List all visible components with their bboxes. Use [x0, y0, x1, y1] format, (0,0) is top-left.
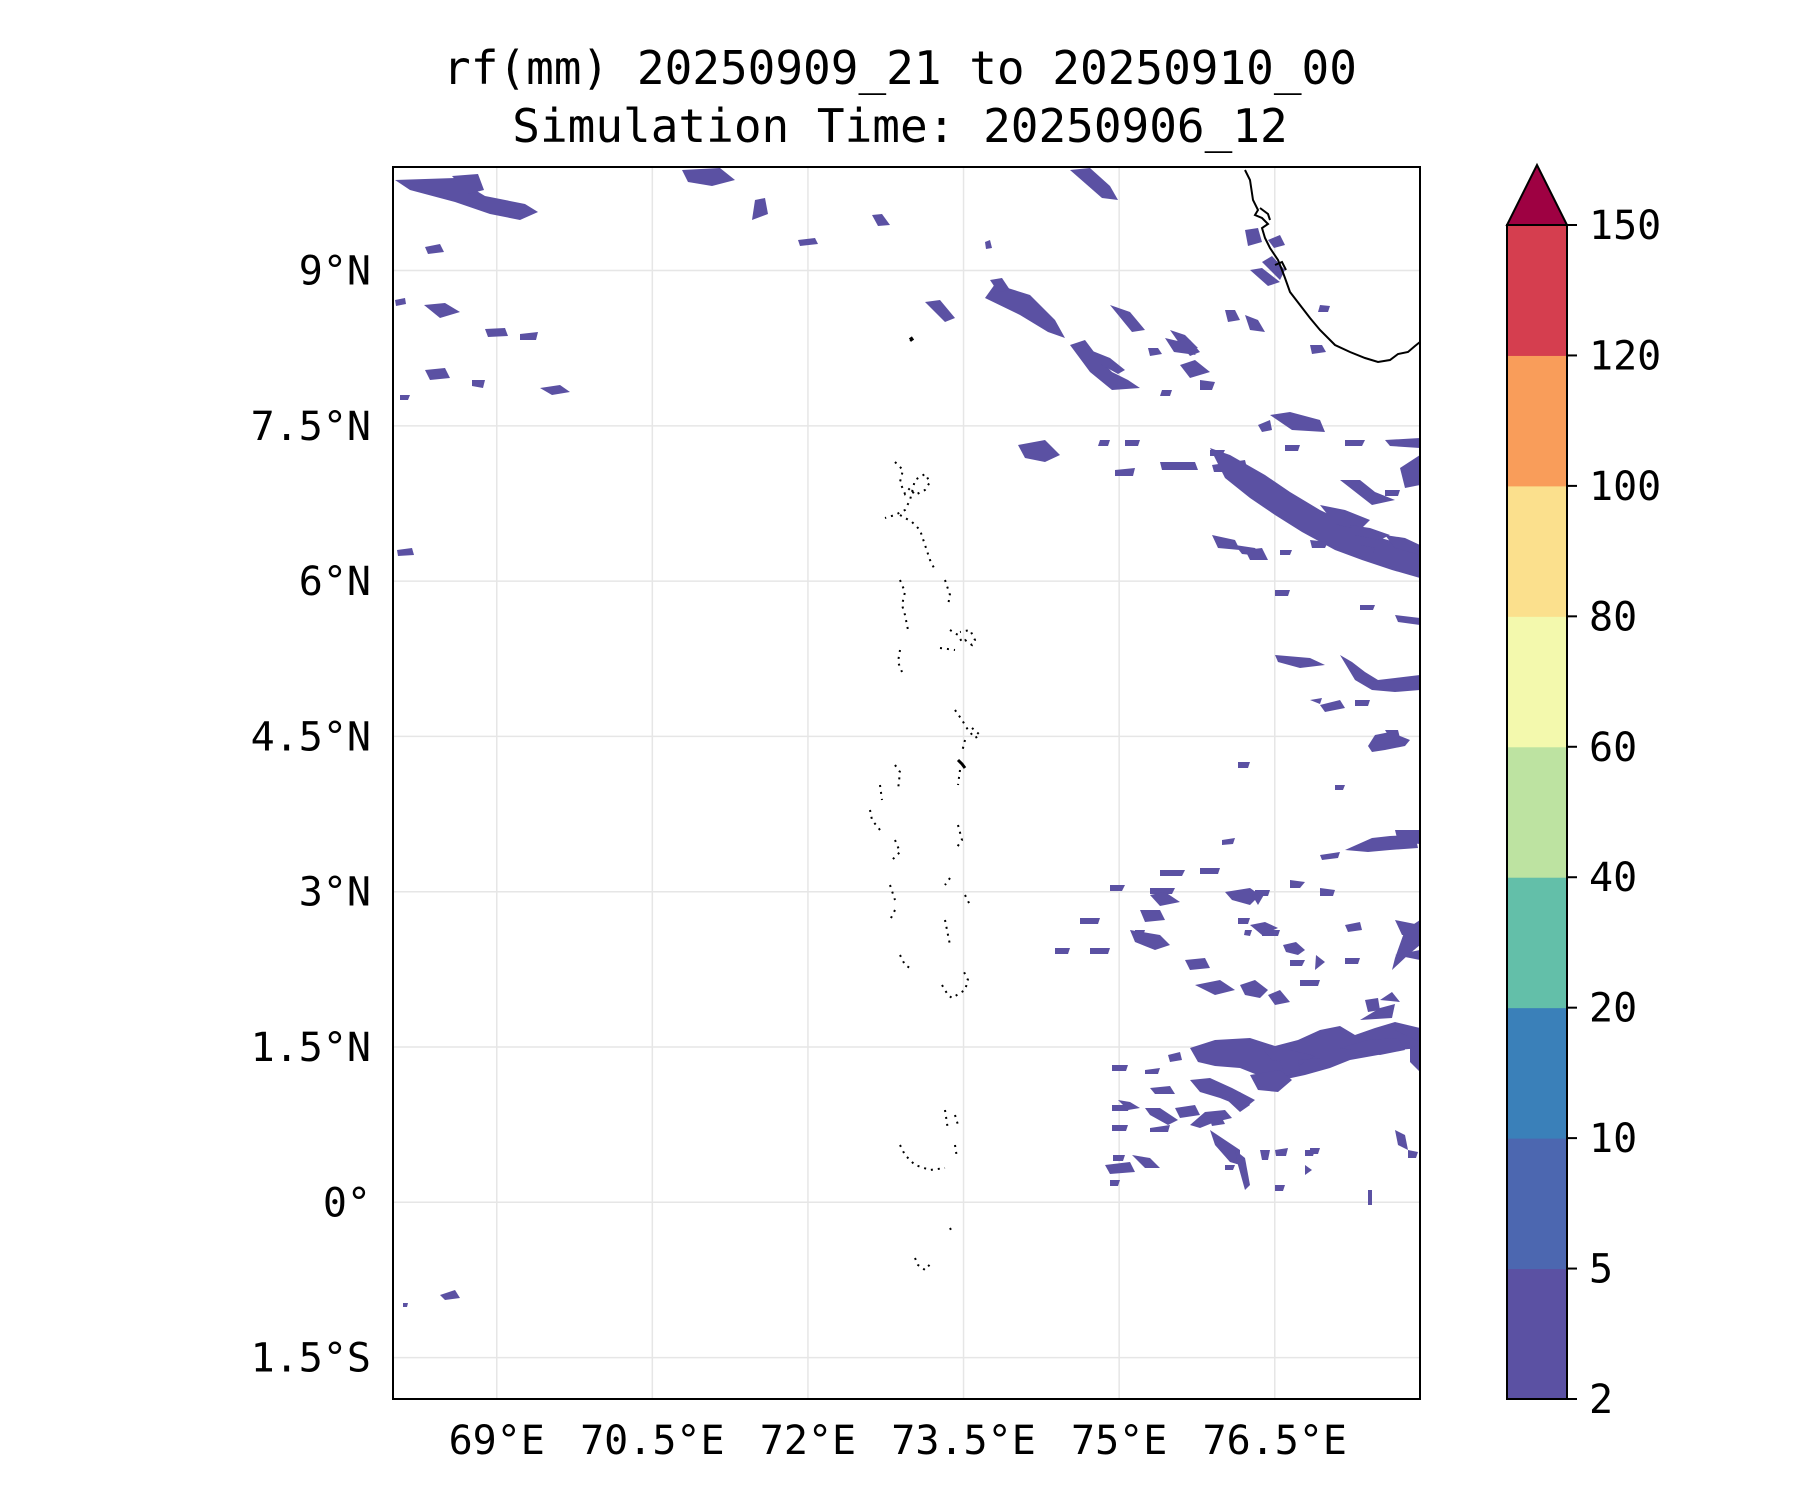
colorbar-label: 60 [1589, 725, 1637, 771]
colorbar-segment [1507, 1268, 1567, 1400]
map-frame [392, 166, 1421, 1400]
colorbar-segment [1507, 1007, 1567, 1139]
colorbar-segment [1507, 877, 1567, 1009]
map-title: rf(mm) 20250909_21 to 20250910_00 [443, 41, 1357, 95]
lon-tick-label: 69°E [449, 1418, 545, 1464]
colorbar-segment [1507, 616, 1567, 748]
colorbar-extend-arrow [1505, 162, 1569, 226]
colorbar: 2 5 10 20 40 60 80 100 120 150 [1505, 162, 1661, 1423]
colorbar-segment [1507, 485, 1567, 617]
lat-tick-label: 4.5°N [251, 714, 371, 760]
colorbar-label: 80 [1589, 594, 1637, 640]
colorbar-segment [1507, 1138, 1567, 1270]
lat-tick-label: 6°N [299, 559, 371, 605]
colorbar-label: 2 [1589, 1377, 1613, 1423]
maldives-atolls [869, 339, 982, 1272]
colorbar-frame [1506, 224, 1568, 1400]
latitude-labels: 9°N 7.5°N 6°N 4.5°N 3°N 1.5°N 0° 1.5°S [251, 249, 371, 1382]
colorbar-segment [1507, 746, 1567, 878]
lon-tick-label: 72°E [760, 1418, 856, 1464]
colorbar-label: 20 [1589, 986, 1637, 1032]
colorbar-label: 150 [1589, 203, 1661, 249]
colorbar-label: 120 [1589, 333, 1661, 379]
rainfall-layer [395, 168, 1420, 1307]
lon-tick-label: 75°E [1071, 1418, 1167, 1464]
colorbar-label: 10 [1589, 1116, 1637, 1162]
map-gridlines [393, 167, 1420, 1399]
colorbar-label: 5 [1589, 1247, 1613, 1293]
lat-tick-label: 0° [323, 1180, 371, 1226]
colorbar-label: 40 [1589, 855, 1637, 901]
lat-tick-label: 7.5°N [251, 404, 371, 450]
lat-tick-label: 9°N [299, 249, 371, 295]
longitude-labels: 69°E 70.5°E 72°E 73.5°E 75°E 76.5°E [449, 1418, 1347, 1464]
coastline [869, 169, 1420, 1272]
lat-tick-label: 3°N [299, 870, 371, 916]
colorbar-segment [1507, 355, 1567, 487]
map-subtitle: Simulation Time: 20250906_12 [512, 99, 1288, 153]
colorbar-label: 100 [1589, 464, 1661, 510]
lon-tick-label: 76.5°E [1203, 1418, 1348, 1464]
lon-tick-label: 73.5°E [891, 1418, 1036, 1464]
lat-tick-label: 1.5°N [251, 1025, 371, 1071]
colorbar-segment [1507, 225, 1567, 356]
lat-tick-label: 1.5°S [251, 1336, 371, 1382]
lon-tick-label: 70.5°E [580, 1418, 725, 1464]
